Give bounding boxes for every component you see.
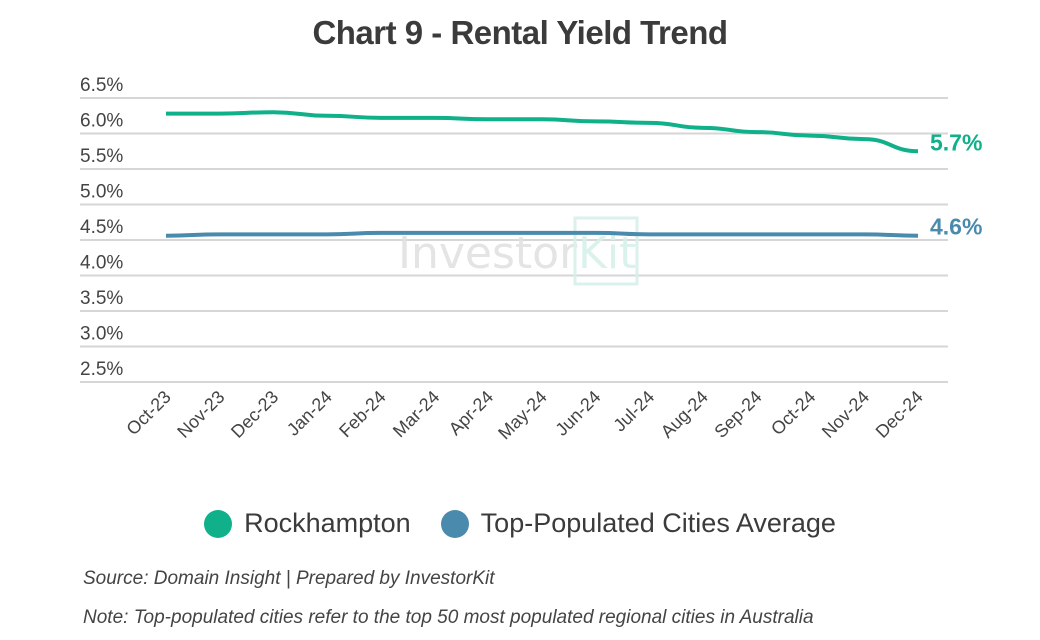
x-tick-label: Sep-24 xyxy=(710,387,765,442)
chart-title: Chart 9 - Rental Yield Trend xyxy=(312,14,728,51)
x-tick-label: Dec-23 xyxy=(227,387,282,442)
y-tick-label: 6.5% xyxy=(80,75,123,96)
y-tick-label: 5.0% xyxy=(80,182,123,203)
legend-item-top-populated: Top-Populated Cities Average xyxy=(440,508,836,539)
x-tick-label: Aug-24 xyxy=(657,387,712,442)
y-tick-label: 3.5% xyxy=(80,288,123,309)
x-tick-label: Mar-24 xyxy=(389,387,443,441)
x-tick-label: May-24 xyxy=(494,387,551,444)
x-tick-label: Nov-24 xyxy=(818,387,873,442)
x-tick-label: Jun-24 xyxy=(551,387,604,440)
legend-item-rockhampton: Rockhampton xyxy=(204,508,411,539)
svg-text:Kit: Kit xyxy=(578,228,636,279)
footnote: Note: Top-populated cities refer to the … xyxy=(83,607,814,628)
y-tick-label: 3.0% xyxy=(80,324,123,345)
y-tick-label: 4.5% xyxy=(80,217,123,238)
x-tick-label: Oct-24 xyxy=(767,387,819,439)
line-chart: 6.5% 6.0% 5.5% 5.0% 4.5% 4.0% 3.5% 3.0% 2.5% Inv… xyxy=(80,75,982,444)
end-value-label: 4.6% xyxy=(930,214,982,240)
y-tick-label: 6.0% xyxy=(80,111,123,132)
end-value-label: 5.7% xyxy=(930,129,982,155)
x-tick-label: Dec-24 xyxy=(872,387,927,442)
legend-label: Rockhampton xyxy=(244,508,411,538)
investorkit-watermark-logo: Investor Kit xyxy=(398,216,639,286)
x-tick-label: Jan-24 xyxy=(283,387,336,440)
legend-marker xyxy=(204,509,233,538)
legend-marker xyxy=(440,509,469,538)
x-tick-label: Apr-24 xyxy=(445,387,497,439)
y-tick-label: 5.5% xyxy=(80,146,123,167)
y-tick-label: 2.5% xyxy=(80,359,123,380)
x-tick-label: Oct-23 xyxy=(122,387,174,439)
chart-legend: Rockhampton Top-Populated Cities Average xyxy=(0,508,1040,539)
x-tick-label: Feb-24 xyxy=(335,387,389,441)
y-tick-label: 4.0% xyxy=(80,253,123,274)
legend-label: Top-Populated Cities Average xyxy=(480,508,836,538)
svg-text:Investor: Investor xyxy=(398,228,578,279)
x-tick-label: Nov-23 xyxy=(173,387,228,442)
series-line-0 xyxy=(166,110,919,154)
x-tick-label: Jul-24 xyxy=(609,387,658,436)
source-note: Source: Domain Insight | Prepared by Inv… xyxy=(83,568,495,589)
